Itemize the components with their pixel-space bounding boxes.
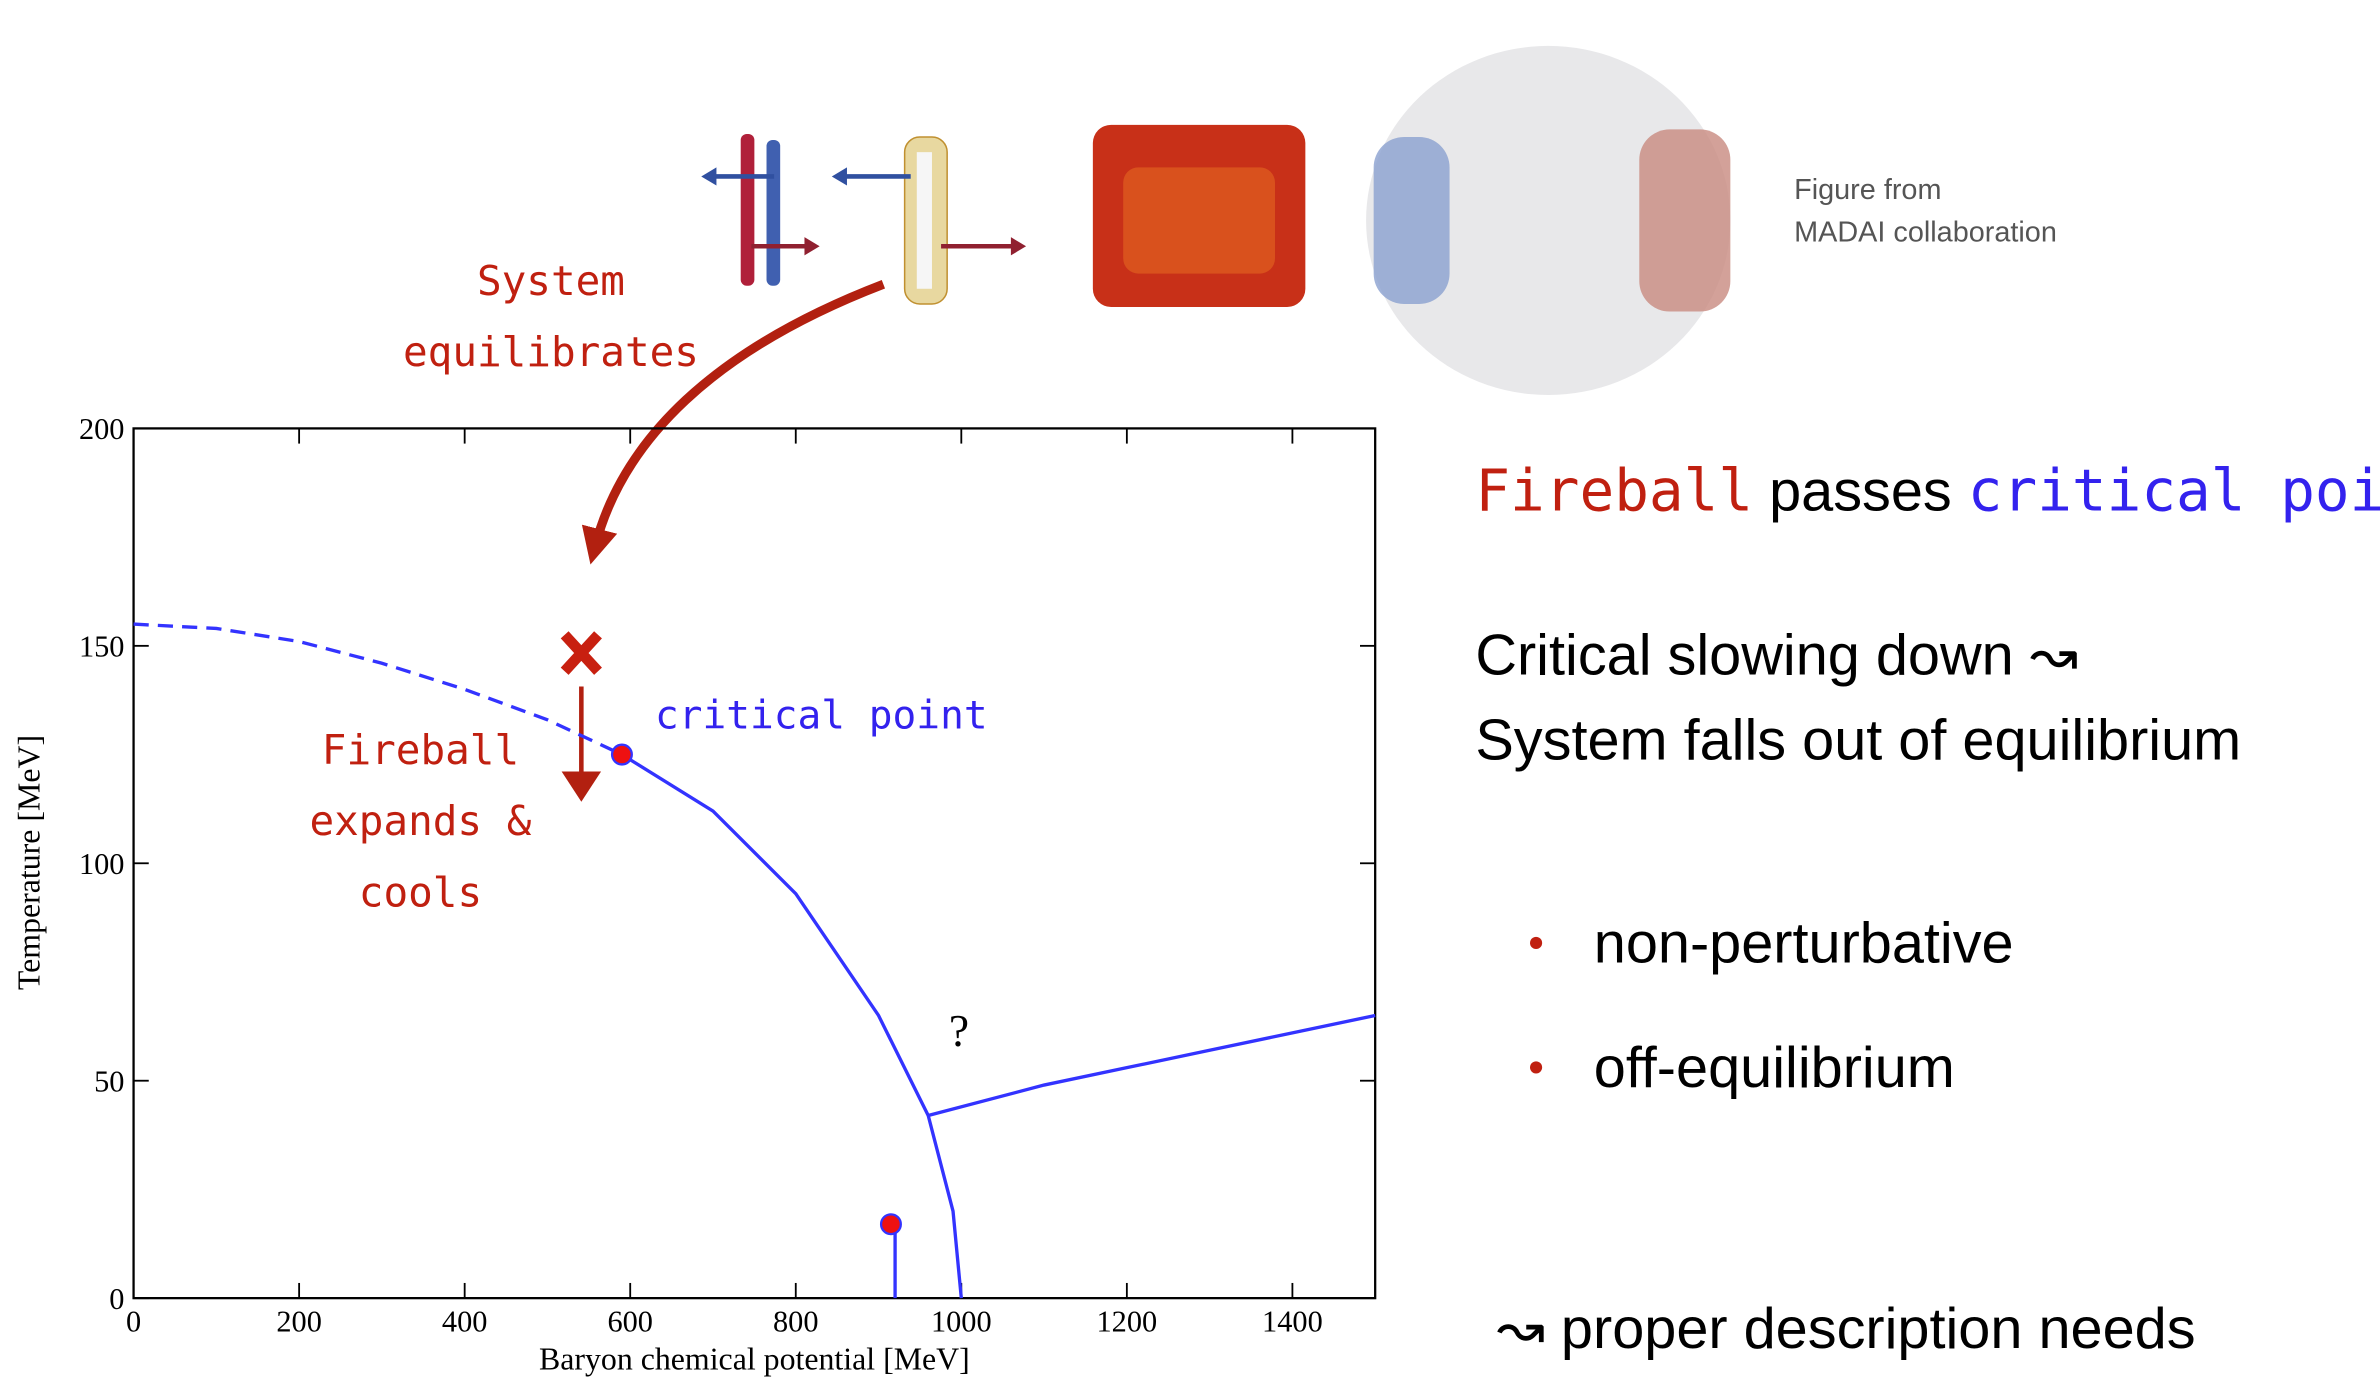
x-tick-label: 1000 bbox=[931, 1305, 992, 1339]
annotations: System equilibrates Fireball expands & c… bbox=[309, 257, 699, 917]
plot-frame bbox=[134, 428, 1376, 1298]
credit-line: Figure from bbox=[1794, 174, 1941, 206]
text-line: ↝ proper description needs bbox=[1497, 1297, 2196, 1361]
heading: Fireball passes critical point: bbox=[1475, 456, 2380, 524]
x-tick-label: 800 bbox=[773, 1305, 819, 1339]
credit: Figure from MADAI collaboration bbox=[1794, 174, 2057, 248]
y-tick-label: 200 bbox=[79, 412, 125, 446]
annotation: ? bbox=[949, 1005, 969, 1056]
text-line: System falls out of equilibrium bbox=[1475, 708, 2241, 772]
credit-line: MADAI collaboration bbox=[1794, 217, 2057, 249]
collision-images bbox=[701, 46, 1730, 395]
fireball-marker bbox=[562, 635, 601, 802]
bullet-dot bbox=[1530, 937, 1542, 949]
x-tick-label: 200 bbox=[276, 1305, 322, 1339]
y-tick-label: 150 bbox=[79, 629, 125, 663]
chart: Baryon chemical potential [MeV] Temperat… bbox=[11, 412, 1375, 1376]
body-text: Critical slowing down ↝ System falls out… bbox=[1475, 623, 2241, 1361]
point bbox=[881, 1214, 901, 1234]
heading-part: passes bbox=[1753, 459, 1968, 523]
bullet-dot bbox=[1530, 1061, 1542, 1073]
text-line: Critical slowing down ↝ bbox=[1475, 623, 2078, 687]
x-tick-label: 0 bbox=[126, 1305, 141, 1339]
line-series bbox=[928, 1015, 1375, 1115]
slide: Baryon chemical potential [MeV] Temperat… bbox=[0, 0, 2380, 1382]
point bbox=[612, 745, 632, 765]
annotation: System bbox=[477, 257, 625, 305]
bullet: off-equilibrium bbox=[1594, 1036, 1955, 1100]
annotation: expands & bbox=[309, 797, 531, 845]
annotation: Fireball bbox=[322, 726, 519, 774]
y-axis-label: Temperature [MeV] bbox=[11, 735, 46, 990]
heading-part: critical point bbox=[1968, 456, 2380, 524]
equilibrate-arrow bbox=[595, 284, 883, 547]
x-tick-label: 600 bbox=[607, 1305, 653, 1339]
x-tick-label: 400 bbox=[442, 1305, 488, 1339]
line-series bbox=[622, 755, 961, 1299]
annotation: critical point bbox=[655, 692, 988, 738]
y-tick-label: 100 bbox=[79, 847, 125, 881]
bullet: non-perturbative bbox=[1594, 912, 2014, 976]
x-axis-label: Baryon chemical potential [MeV] bbox=[539, 1341, 970, 1376]
y-tick-label: 50 bbox=[94, 1064, 124, 1098]
heading-part: Fireball bbox=[1475, 456, 1753, 524]
x-tick-label: 1200 bbox=[1097, 1305, 1158, 1339]
annotation: equilibrates bbox=[403, 328, 699, 376]
annotation: cools bbox=[359, 869, 482, 917]
y-tick-label: 0 bbox=[109, 1282, 124, 1316]
page: {"chart_data": {"type": "line", "xlabel"… bbox=[0, 0, 2380, 1382]
x-tick-label: 1400 bbox=[1262, 1305, 1323, 1339]
